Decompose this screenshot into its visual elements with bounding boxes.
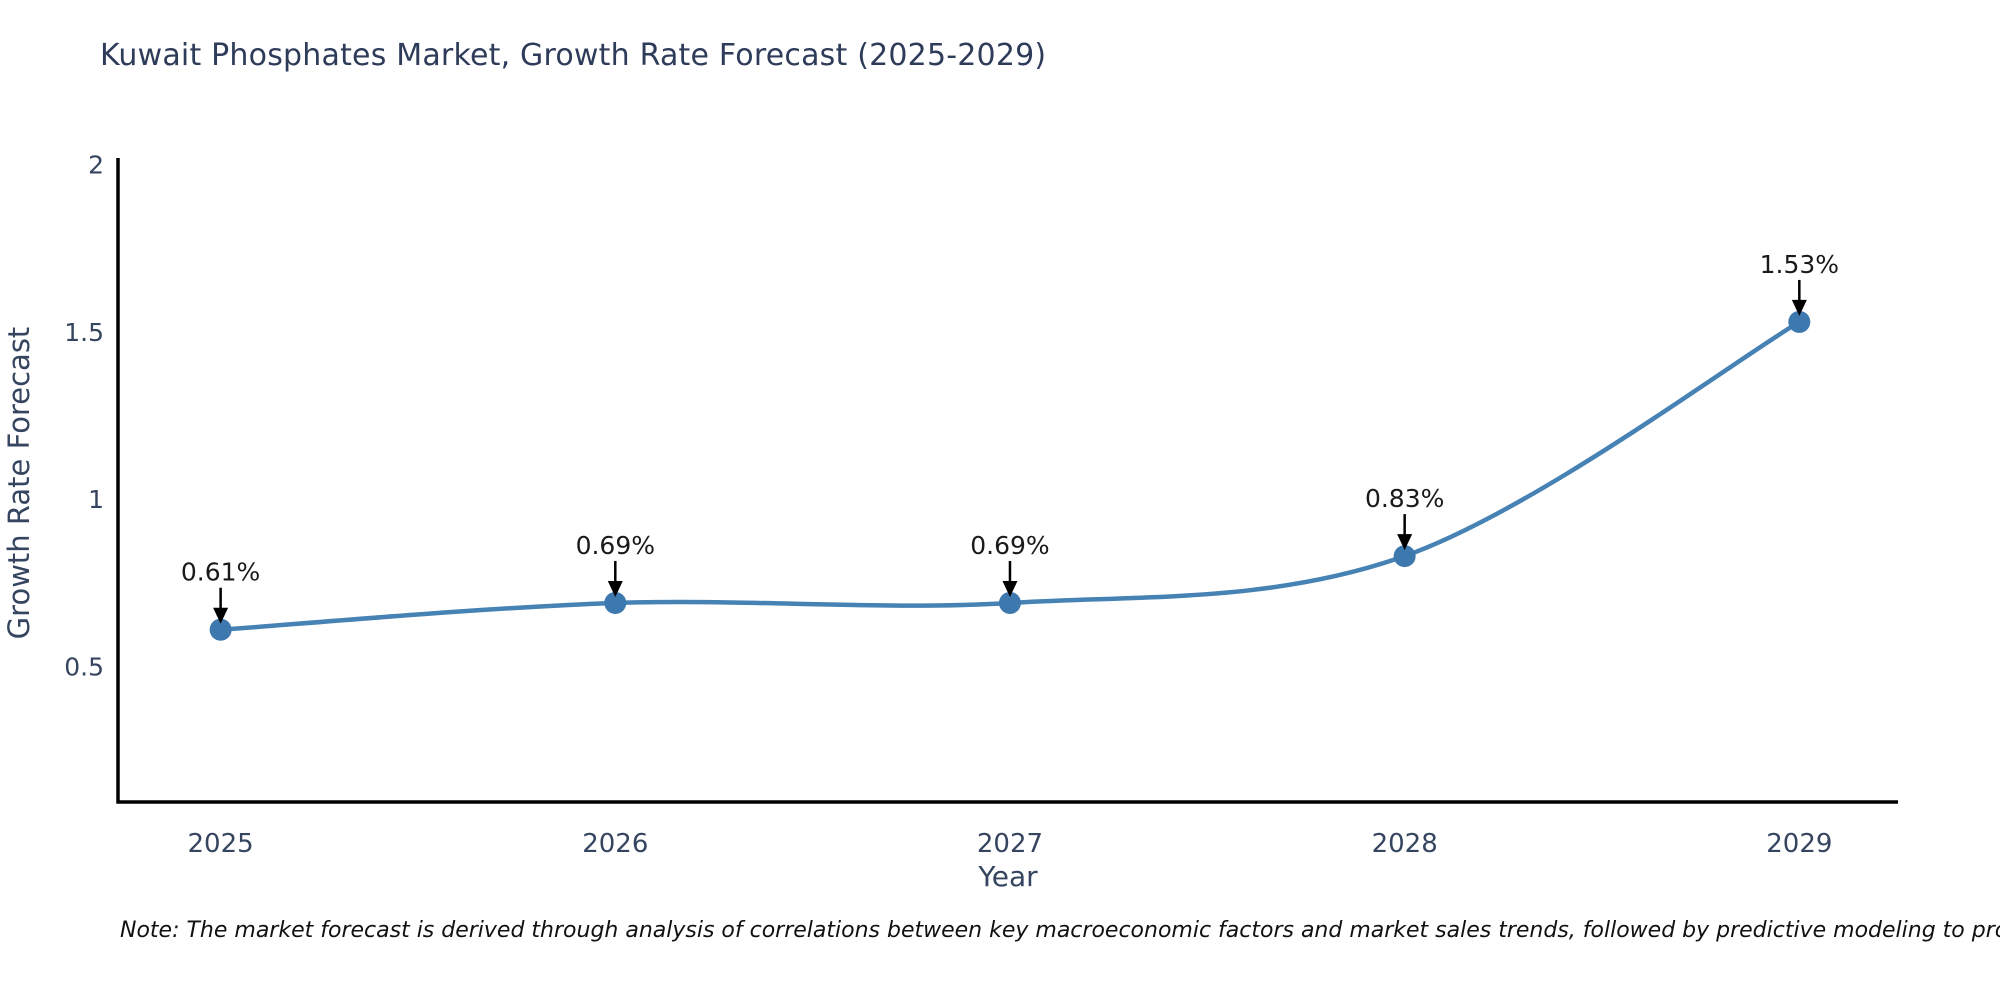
annotation-arrow-head (607, 580, 623, 597)
annotation-arrow-head (1791, 299, 1807, 316)
data-point (1788, 310, 1811, 333)
chart-title: Kuwait Phosphates Market, Growth Rate Fo… (100, 38, 1047, 73)
x-axis-title: Year (978, 860, 1038, 893)
point-value-label: 0.69% (576, 531, 655, 560)
data-point (209, 618, 232, 641)
annotation-arrow-head (213, 607, 229, 624)
data-point (998, 591, 1021, 614)
data-point (604, 591, 627, 614)
point-value-label: 0.61% (181, 558, 260, 587)
annotation-arrow-head (1002, 580, 1018, 597)
x-tick-label: 2026 (582, 829, 648, 859)
x-tick-label: 2027 (977, 829, 1043, 859)
data-point (1393, 545, 1416, 568)
footnote: Note: The market forecast is derived thr… (120, 918, 2000, 943)
point-value-label: 0.83% (1365, 484, 1444, 513)
x-tick-label: 2028 (1372, 829, 1438, 859)
y-tick-label: 1 (88, 485, 104, 514)
point-value-label: 1.53% (1760, 250, 1839, 279)
y-tick-label: 2 (88, 151, 104, 180)
x-tick-label: 2025 (188, 829, 254, 859)
annotation-arrow-head (1397, 534, 1413, 551)
x-tick-label: 2029 (1766, 829, 1832, 859)
y-tick-label: 1.5 (64, 318, 104, 347)
y-tick-label: 0.5 (64, 653, 104, 682)
y-axis-title: Growth Rate Forecast (2, 326, 36, 640)
point-value-label: 0.69% (970, 531, 1049, 560)
